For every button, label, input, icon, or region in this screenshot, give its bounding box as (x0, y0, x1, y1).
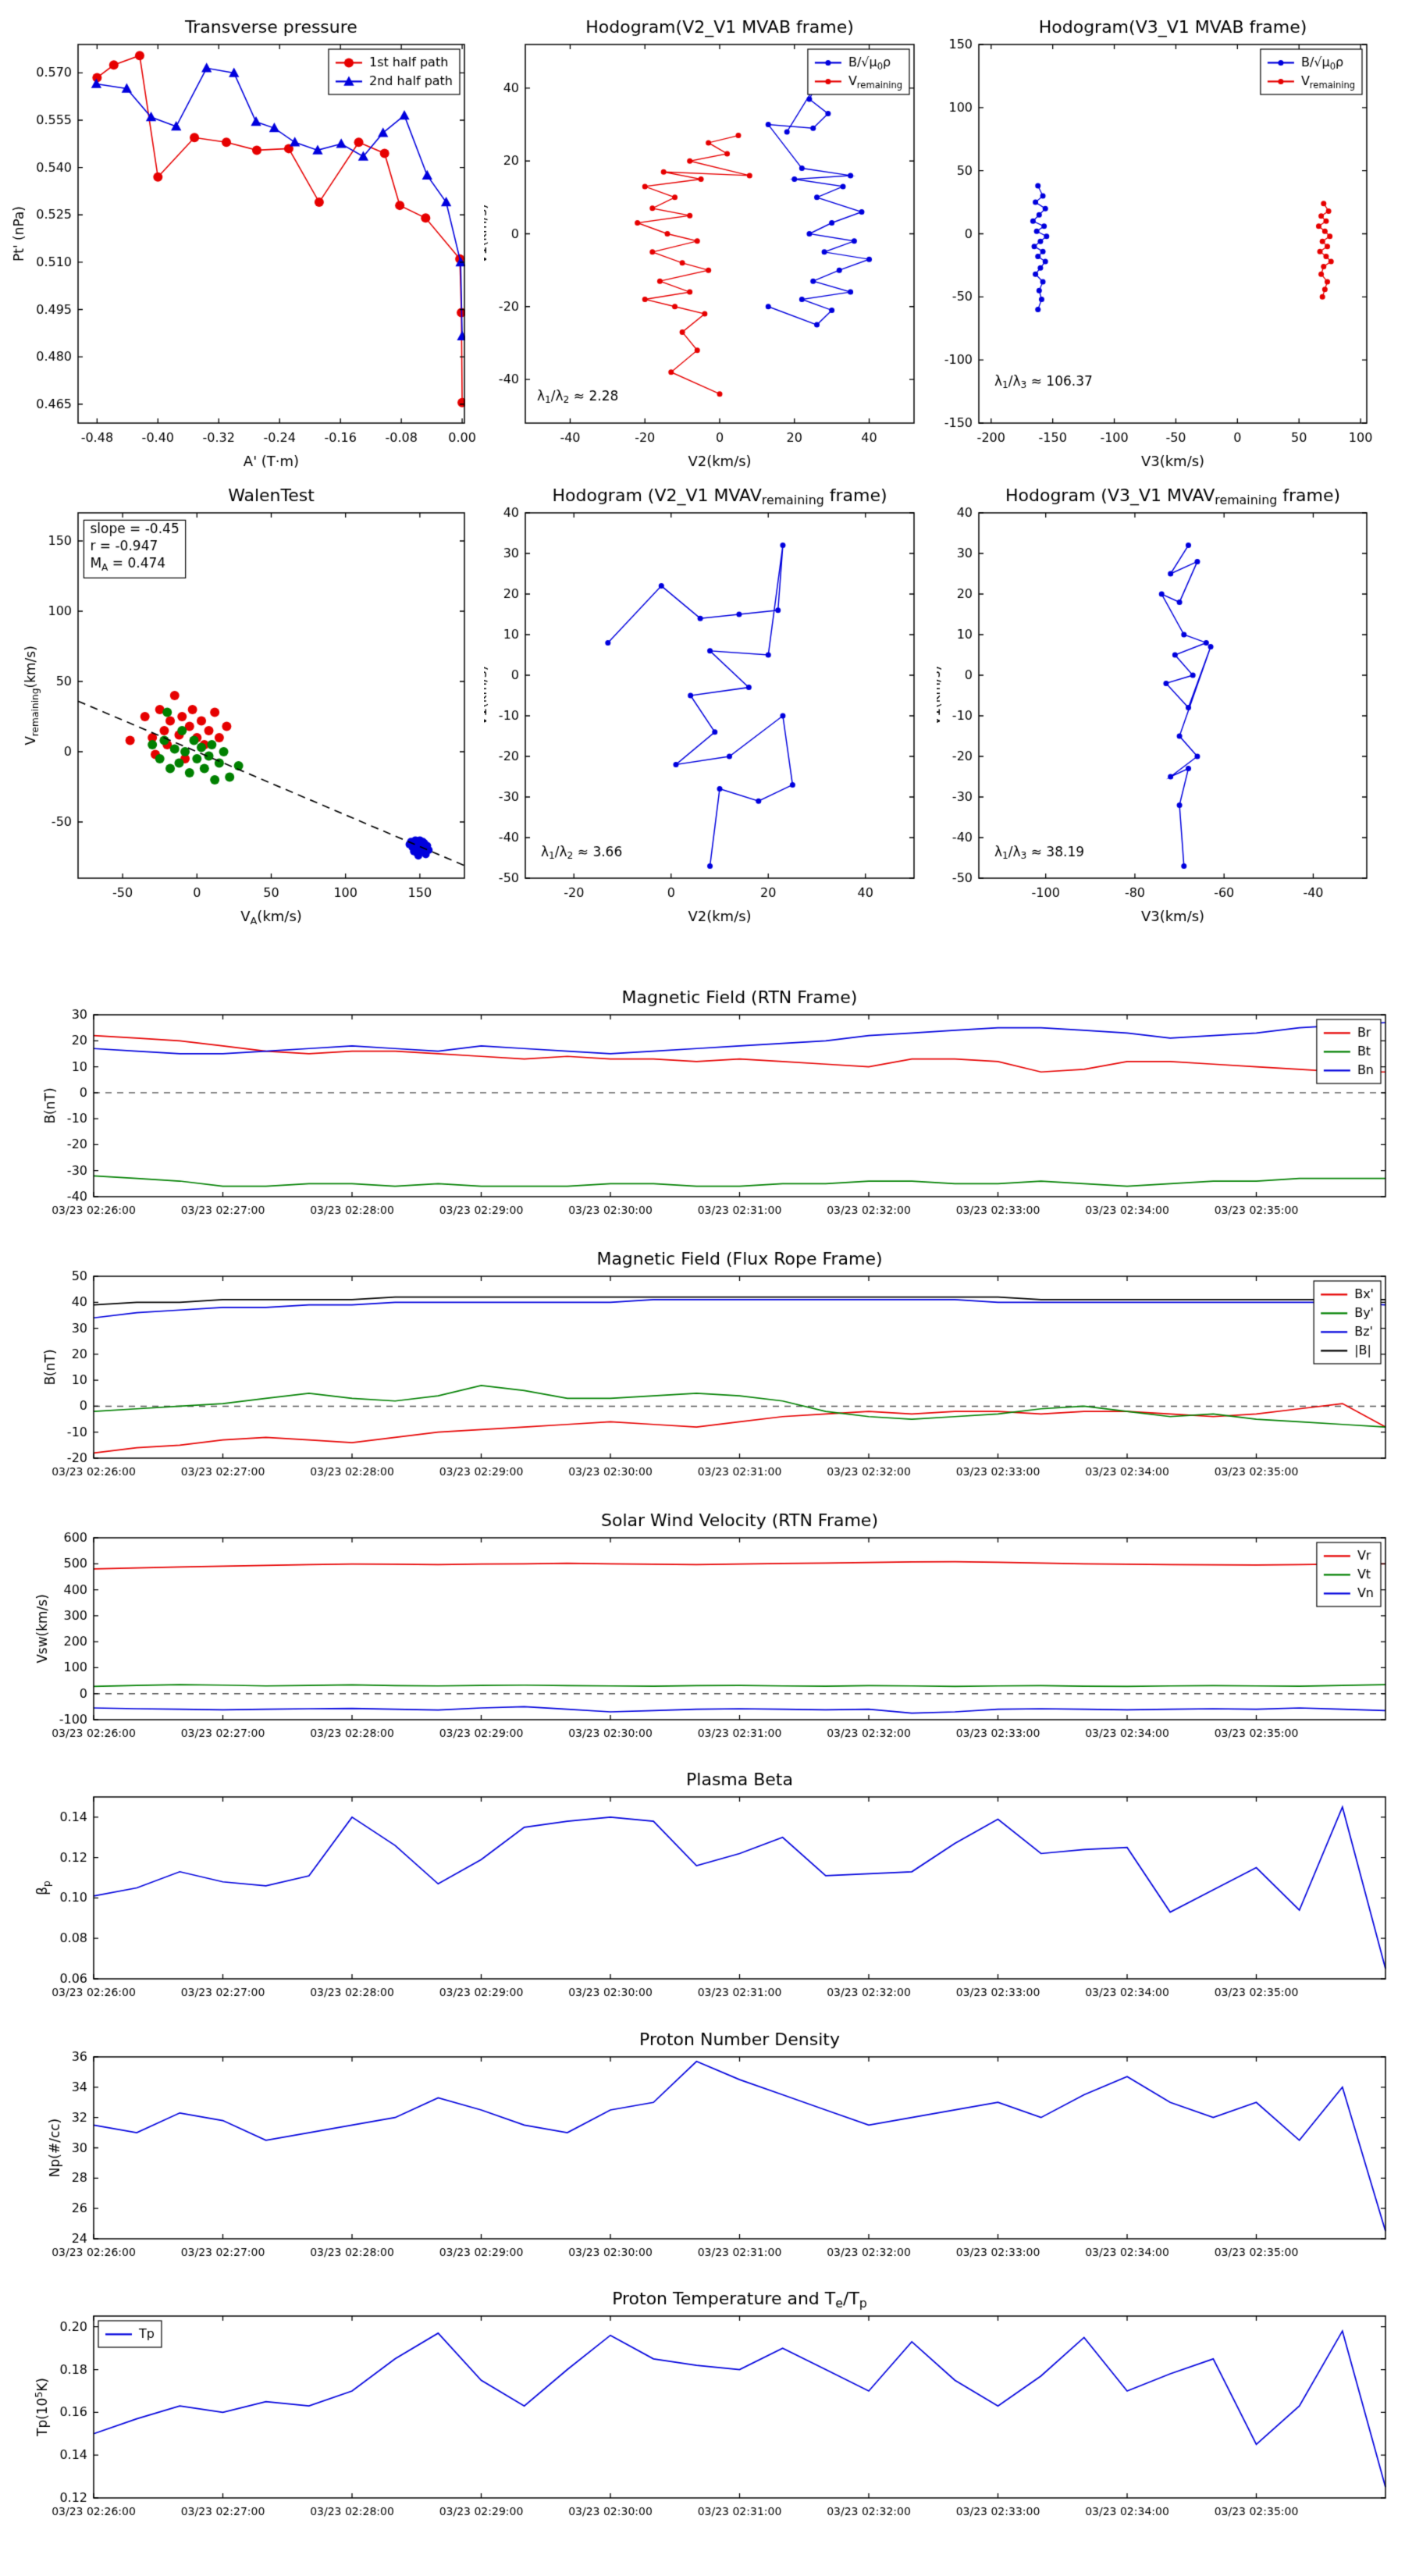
chart-canvas-proton-density (0, 2010, 1405, 2268)
chart-canvas-hodogram-v3v1-mvab (937, 0, 1405, 476)
chart-hodogram-v2v1-mvab (484, 0, 937, 476)
chart-canvas-proton-temp (0, 2269, 1405, 2542)
chart-canvas-walen-test (0, 476, 484, 945)
chart-proton-temp (0, 2269, 1405, 2542)
chart-hodogram-v2v1-mvav (484, 476, 937, 945)
chart-walen-test (0, 476, 484, 945)
chart-plasma-beta (0, 1750, 1405, 2008)
chart-canvas-b-rtn (0, 968, 1405, 1226)
chart-canvas-vsw-rtn (0, 1491, 1405, 1749)
chart-proton-density (0, 2010, 1405, 2268)
chart-canvas-plasma-beta (0, 1750, 1405, 2008)
chart-hodogram-v3v1-mvab (937, 0, 1405, 476)
chart-transverse-pressure (0, 0, 484, 476)
chart-canvas-hodogram-v2v1-mvab (484, 0, 937, 476)
chart-canvas-hodogram-v3v1-mvav (937, 476, 1405, 945)
chart-canvas-b-fluxrope (0, 1229, 1405, 1487)
chart-hodogram-v3v1-mvav (937, 476, 1405, 945)
chart-canvas-hodogram-v2v1-mvav (484, 476, 937, 945)
chart-canvas-transverse-pressure (0, 0, 484, 476)
chart-vsw-rtn (0, 1491, 1405, 1749)
chart-b-fluxrope (0, 1229, 1405, 1487)
chart-b-rtn (0, 968, 1405, 1226)
